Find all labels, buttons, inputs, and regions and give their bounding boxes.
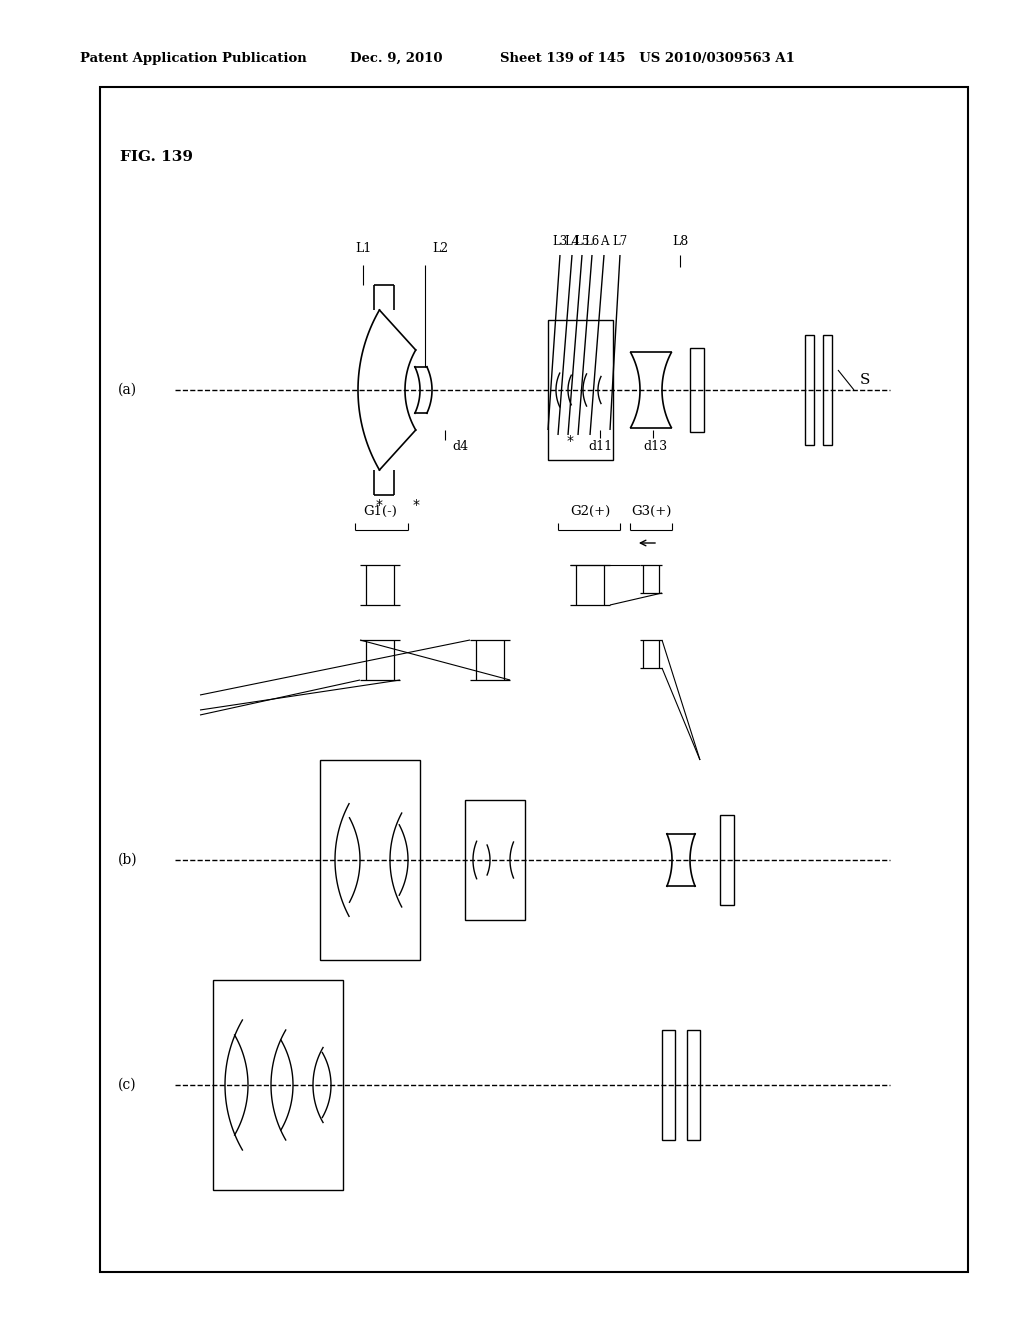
Text: d11: d11	[588, 440, 612, 453]
Text: L1: L1	[355, 242, 371, 255]
Text: L6: L6	[585, 235, 600, 248]
Text: L3: L3	[552, 235, 567, 248]
Bar	[690, 348, 705, 432]
Text: d13: d13	[643, 440, 667, 453]
Text: L4: L4	[564, 235, 580, 248]
Bar	[720, 814, 734, 906]
Text: G1(-): G1(-)	[364, 506, 397, 517]
Text: *: *	[376, 498, 383, 512]
Text: Sheet 139 of 145   US 2010/0309563 A1: Sheet 139 of 145 US 2010/0309563 A1	[500, 51, 795, 65]
Bar	[805, 335, 814, 445]
Text: d4: d4	[452, 440, 468, 453]
Text: Dec. 9, 2010: Dec. 9, 2010	[350, 51, 442, 65]
Text: S: S	[860, 374, 870, 387]
Bar	[100, 87, 968, 1272]
Text: L2: L2	[432, 242, 449, 255]
Text: Patent Application Publication: Patent Application Publication	[80, 51, 307, 65]
Text: (b): (b)	[118, 853, 137, 867]
Bar	[823, 335, 831, 445]
Bar	[687, 1030, 700, 1140]
Bar	[548, 319, 613, 459]
Text: (c): (c)	[118, 1078, 136, 1092]
Text: *: *	[566, 434, 573, 447]
Text: G3(+): G3(+)	[631, 506, 671, 517]
Text: (a): (a)	[118, 383, 137, 397]
Text: *: *	[413, 498, 419, 512]
Bar	[465, 800, 525, 920]
Text: FIG. 139: FIG. 139	[120, 150, 193, 164]
Text: A: A	[600, 235, 608, 248]
Bar	[662, 1030, 675, 1140]
Text: L5: L5	[574, 235, 590, 248]
Bar	[319, 760, 420, 960]
Text: G2(+): G2(+)	[570, 506, 610, 517]
Text: L7: L7	[612, 235, 628, 248]
Text: L8: L8	[672, 235, 688, 248]
Bar	[213, 979, 343, 1191]
